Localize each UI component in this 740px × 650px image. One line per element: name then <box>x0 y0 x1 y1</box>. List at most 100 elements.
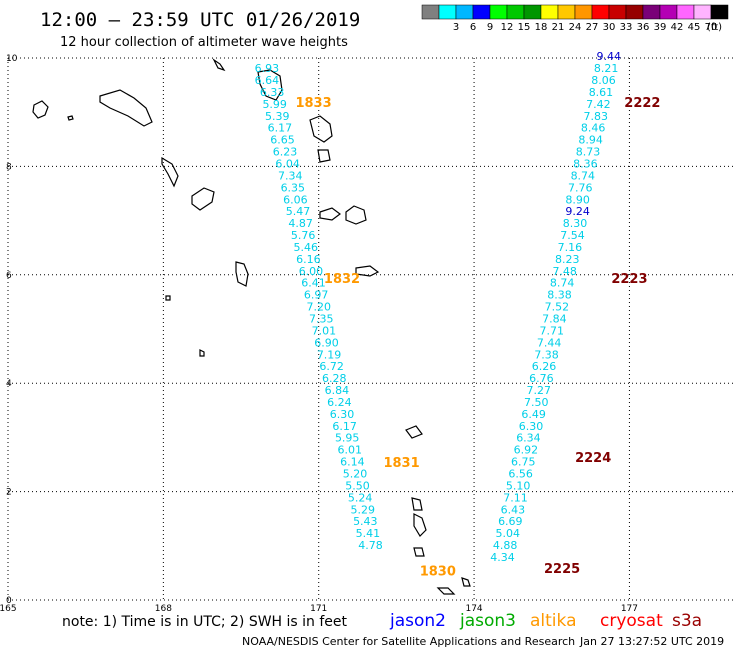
island-outline <box>413 547 425 557</box>
colorbar-swatch <box>642 4 661 20</box>
swh-value-jason3: 5.10 <box>506 479 531 492</box>
pass-number-label: 1833 <box>295 96 331 111</box>
colorbar-swatch <box>421 4 440 20</box>
swh-value-jason3: 8.46 <box>581 122 606 135</box>
colorbar-swatch <box>659 4 678 20</box>
colorbar-unit-label: (ft) <box>707 22 722 33</box>
island-outline <box>405 425 423 439</box>
island-outline <box>436 587 456 595</box>
colorbar-swatch <box>591 4 610 20</box>
swh-value-jason3: 7.35 <box>309 312 334 325</box>
pass-number-label: 2225 <box>544 562 580 577</box>
island-outline <box>413 513 427 537</box>
x-tick-label: 165 <box>0 604 17 614</box>
pass-number-label: 1831 <box>383 456 419 471</box>
swh-value-jason3: 6.72 <box>319 360 344 373</box>
swh-value-jason3: 6.75 <box>511 456 536 469</box>
swh-value-jason3: 6.16 <box>296 253 321 266</box>
swh-value-jason3: 5.20 <box>343 468 368 481</box>
pass-number-label: 1832 <box>324 272 360 287</box>
swh-value-jason3: 5.95 <box>335 432 360 445</box>
colorbar-tick-label: 45 <box>688 22 701 33</box>
swh-value-jason3: 7.83 <box>584 110 609 123</box>
swh-value-jason2: 9.24 <box>565 205 590 218</box>
swh-value-jason3: 6.69 <box>498 515 523 528</box>
swh-value-jason3: 7.71 <box>540 324 565 337</box>
timestamp-text: Jan 27 13:27:52 UTC 2019 <box>579 635 724 648</box>
swh-value-jason3: 8.74 <box>571 169 596 182</box>
colorbar-swatch <box>489 4 508 20</box>
axis-ticks: 165 168 171 174 177 0 2 4 6 8 10 <box>0 54 638 614</box>
swh-value-jason3: 6.23 <box>273 146 298 159</box>
colorbar-swatch <box>506 4 525 20</box>
y-tick-label: 8 <box>6 162 12 172</box>
swh-value-jason3: 8.36 <box>573 157 598 170</box>
swh-value-jason3: 7.84 <box>542 312 567 325</box>
swh-value-jason3: 6.93 <box>255 62 280 75</box>
island-outline <box>309 115 333 143</box>
swh-value-jason3: 5.41 <box>356 527 381 540</box>
swh-value-jason3: 6.24 <box>327 396 352 409</box>
swh-value-jason3: 8.73 <box>576 146 601 159</box>
swh-value-jason3: 8.94 <box>578 134 603 147</box>
swh-value-jason3: 6.33 <box>260 86 285 99</box>
swh-value-jason3: 6.01 <box>338 444 363 457</box>
colorbar-swatch <box>608 4 627 20</box>
colorbar-tick-label: 39 <box>654 22 667 33</box>
swh-value-jason3: 5.76 <box>291 229 316 242</box>
swh-value-jason3: 5.29 <box>350 503 375 516</box>
colorbar-swatch <box>540 4 559 20</box>
swh-value-jason3: 6.14 <box>340 456 365 469</box>
island-outline <box>67 115 74 121</box>
satellite-legend-s3a: s3a <box>672 611 702 631</box>
y-tick-label: 0 <box>6 596 12 606</box>
colorbar-swatch <box>557 4 576 20</box>
swh-value-jason3: 8.23 <box>555 253 580 266</box>
swh-value-jason3: 7.38 <box>534 348 559 361</box>
satellite-legend-altika: altika <box>530 611 577 631</box>
swh-value-jason3: 6.26 <box>532 360 557 373</box>
swh-value-jason3: 5.99 <box>262 98 287 111</box>
pass-number-label: 1830 <box>420 565 456 580</box>
swh-value-jason3: 4.88 <box>493 539 518 552</box>
swh-value-jason3: 7.34 <box>278 169 303 182</box>
swh-value-jason3: 8.90 <box>565 193 590 206</box>
swh-value-jason3: 6.65 <box>270 134 295 147</box>
colorbar-swatch <box>523 4 542 20</box>
island-outline <box>99 89 153 127</box>
island-outlines <box>32 58 471 595</box>
swh-value-jason3: 6.76 <box>529 372 554 385</box>
grid-lines <box>7 57 733 601</box>
x-tick-label: 171 <box>310 604 327 614</box>
units-note: note: 1) Time is in UTC; 2) SWH is in fe… <box>62 614 348 630</box>
island-outline <box>345 205 367 225</box>
swh-value-jason2: 9.44 <box>596 50 621 63</box>
swh-value-jason3: 6.17 <box>332 420 357 433</box>
swh-value-jason3: 7.27 <box>527 384 552 397</box>
swh-value-jason3: 7.52 <box>545 301 570 314</box>
satellite-legend-cryosat: cryosat <box>600 611 663 631</box>
swh-value-jason3: 8.21 <box>594 62 619 75</box>
swh-value-jason3: 5.46 <box>294 241 319 254</box>
colorbar-tick-label: 15 <box>518 22 531 33</box>
island-outline <box>355 265 380 277</box>
y-tick-label: 6 <box>6 271 12 281</box>
satellite-legend: jason2 jason3 altika cryosat s3a <box>389 611 702 631</box>
island-outline <box>212 58 226 72</box>
y-tick-label: 10 <box>6 54 18 64</box>
swh-value-jason3: 7.16 <box>558 241 583 254</box>
swh-value-jason3: 7.19 <box>317 348 342 361</box>
swh-value-jason3: 6.97 <box>304 289 329 302</box>
swh-value-jason3: 5.04 <box>495 527 520 540</box>
swh-value-jason3: 8.06 <box>591 74 616 87</box>
colorbar-tick-label: 27 <box>586 22 599 33</box>
swh-value-jason3: 5.43 <box>353 515 378 528</box>
swh-value-jason3: 7.42 <box>586 98 611 111</box>
x-tick-label: 177 <box>621 604 638 614</box>
island-outline <box>235 261 249 287</box>
colorbar-swatch <box>693 4 712 20</box>
colorbar-tick-label: 9 <box>487 22 493 33</box>
swh-value-jason3: 4.78 <box>358 539 383 552</box>
